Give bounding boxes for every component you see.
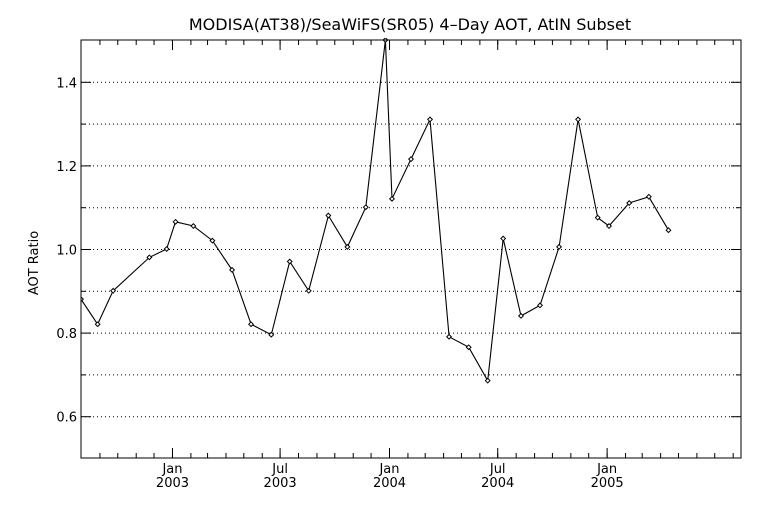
y-tick-label: 0.8	[56, 327, 77, 342]
data-point	[146, 254, 153, 261]
data-point	[209, 237, 216, 244]
data-point	[190, 223, 197, 230]
series	[81, 38, 672, 384]
y-tick-label: 1.2	[56, 160, 77, 175]
data-point	[388, 195, 395, 202]
x-tick-label-year: 2003	[264, 476, 297, 491]
chart-title: MODISA(AT38)/SeaWiFS(SR05) 4–Day AOT, At…	[189, 15, 631, 34]
y-axis-label: AOT Ratio	[27, 231, 42, 295]
y-tick-label: 1.0	[56, 244, 77, 259]
data-point	[446, 333, 453, 340]
data-point	[484, 377, 491, 384]
x-tick-label-month: Jul	[271, 462, 288, 477]
x-tick-label-year: 2005	[591, 476, 624, 491]
x-tick-label-year: 2004	[481, 476, 514, 491]
data-point	[605, 223, 613, 230]
data-point	[94, 321, 101, 328]
data-point	[537, 302, 544, 309]
y-tick-label: 0.6	[56, 411, 77, 426]
data-point	[229, 266, 236, 273]
data-point	[305, 287, 312, 294]
data-point	[268, 331, 275, 338]
data-point	[362, 204, 369, 211]
data-point	[594, 214, 601, 221]
x-tick-label-year: 2004	[373, 476, 406, 491]
data-point	[645, 193, 652, 200]
data-point	[517, 312, 525, 319]
data-point	[248, 321, 255, 328]
data-point	[344, 243, 351, 250]
data-point	[286, 258, 293, 265]
data-point	[110, 287, 117, 294]
data-point	[556, 243, 563, 250]
data-point	[575, 116, 582, 123]
data-point	[626, 200, 633, 207]
y-tick-label: 1.4	[56, 76, 77, 91]
grid	[81, 81, 741, 418]
data-point	[407, 156, 415, 163]
plot-frame	[80, 39, 742, 459]
x-tick-label-month: Jan	[378, 462, 399, 477]
data-point	[325, 212, 332, 219]
x-tick-label-month: Jan	[596, 462, 617, 477]
axis-ticks: 0.60.81.01.21.4Jan2003Jul2003Jan2004Jul2…	[56, 40, 741, 491]
data-point	[665, 227, 672, 234]
x-tick-label-year: 2003	[156, 476, 189, 491]
data-point	[465, 344, 472, 351]
series-line	[81, 39, 669, 383]
x-tick-label-month: Jan	[161, 462, 182, 477]
data-point	[163, 245, 170, 253]
data-point	[427, 116, 434, 123]
x-tick-label-month: Jul	[489, 462, 506, 477]
data-point	[500, 235, 507, 242]
data-point	[81, 296, 85, 303]
data-point	[172, 218, 179, 225]
